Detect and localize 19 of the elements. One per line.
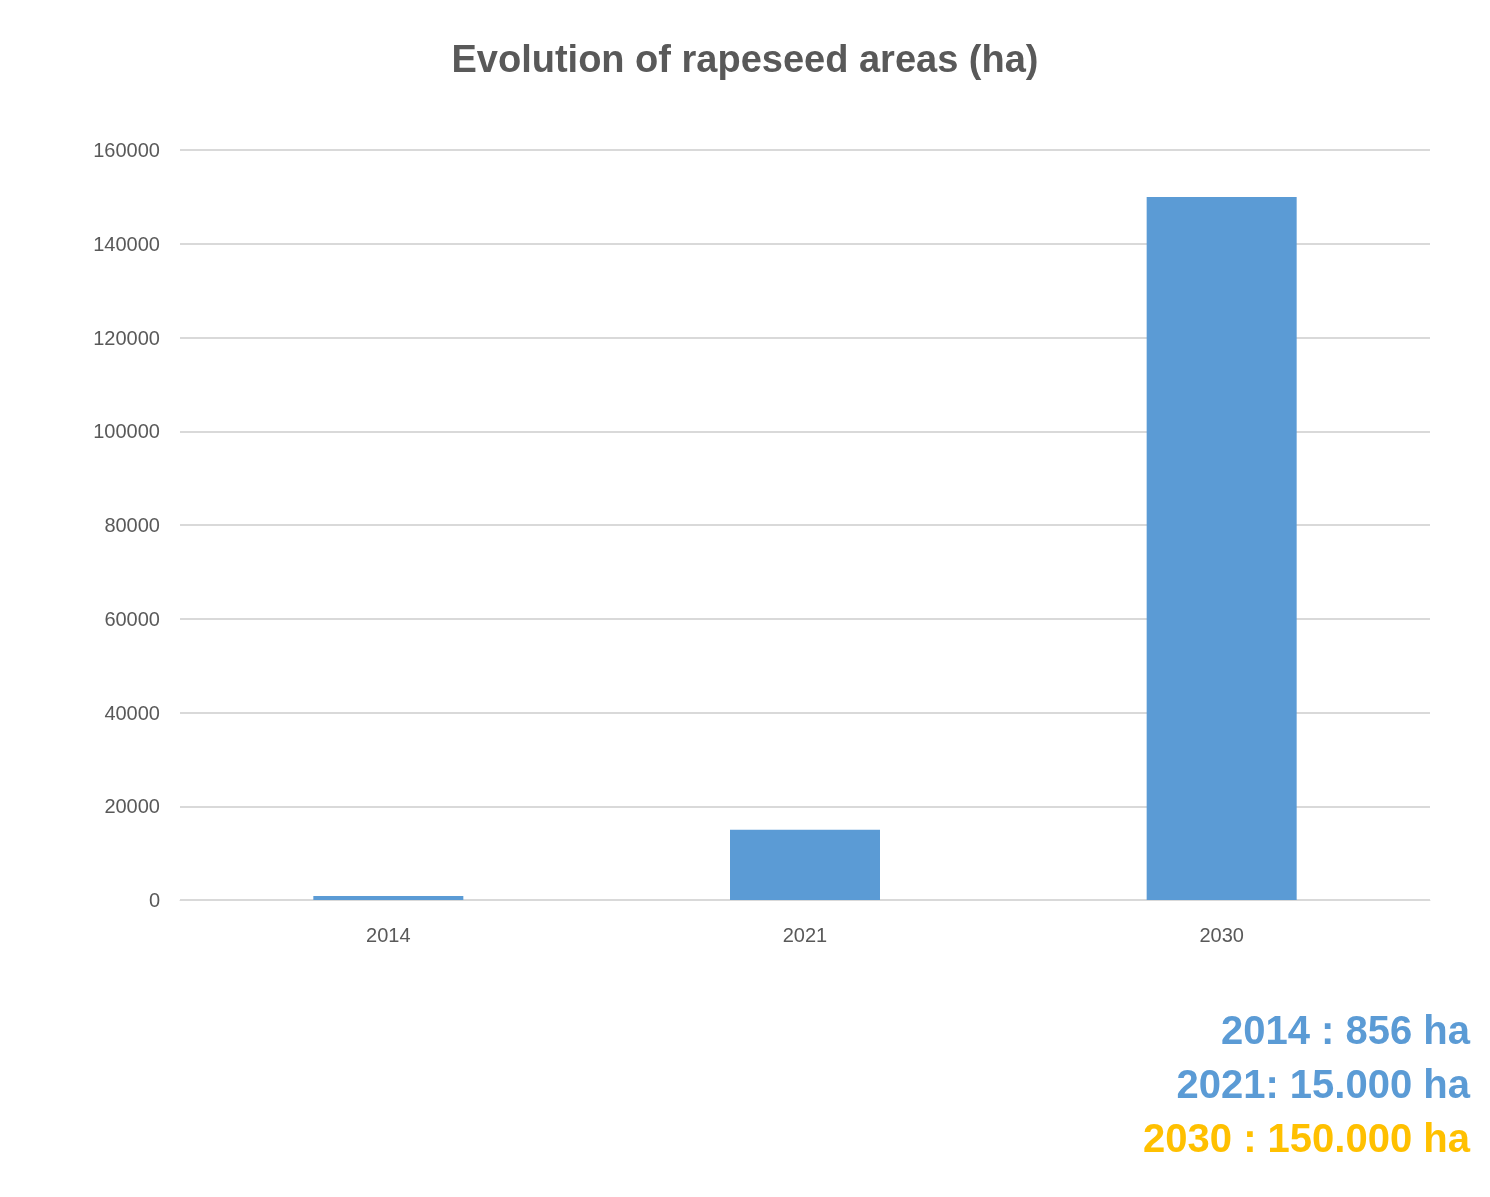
y-tick-label: 140000 bbox=[93, 232, 160, 255]
x-tick-label: 2021 bbox=[782, 924, 828, 946]
y-tick-label: 40000 bbox=[104, 701, 160, 724]
y-tick-label: 20000 bbox=[104, 795, 160, 818]
x-tick-label: 2014 bbox=[366, 924, 411, 946]
y-tick-label: 80000 bbox=[104, 514, 160, 536]
y-tick-label: 120000 bbox=[93, 326, 160, 349]
text: 2021: 15.000 ha bbox=[1176, 1062, 1471, 1106]
text: 2030 : 150.000 ha bbox=[1143, 1116, 1471, 1160]
bar bbox=[730, 829, 880, 900]
y-tick-label: 160000 bbox=[93, 139, 160, 161]
text: 2014 : 856 ha bbox=[1220, 1008, 1471, 1052]
y-tick-label: 100000 bbox=[93, 420, 160, 443]
chart-title: Evolution of rapeseed areas (ha) bbox=[451, 38, 1039, 80]
bar bbox=[313, 895, 464, 900]
x-tick-label: 2030 bbox=[1199, 924, 1244, 946]
y-tick-label: 60000 bbox=[104, 607, 160, 630]
y-tick-label: 0 bbox=[148, 889, 160, 911]
bar bbox=[1146, 196, 1297, 900]
